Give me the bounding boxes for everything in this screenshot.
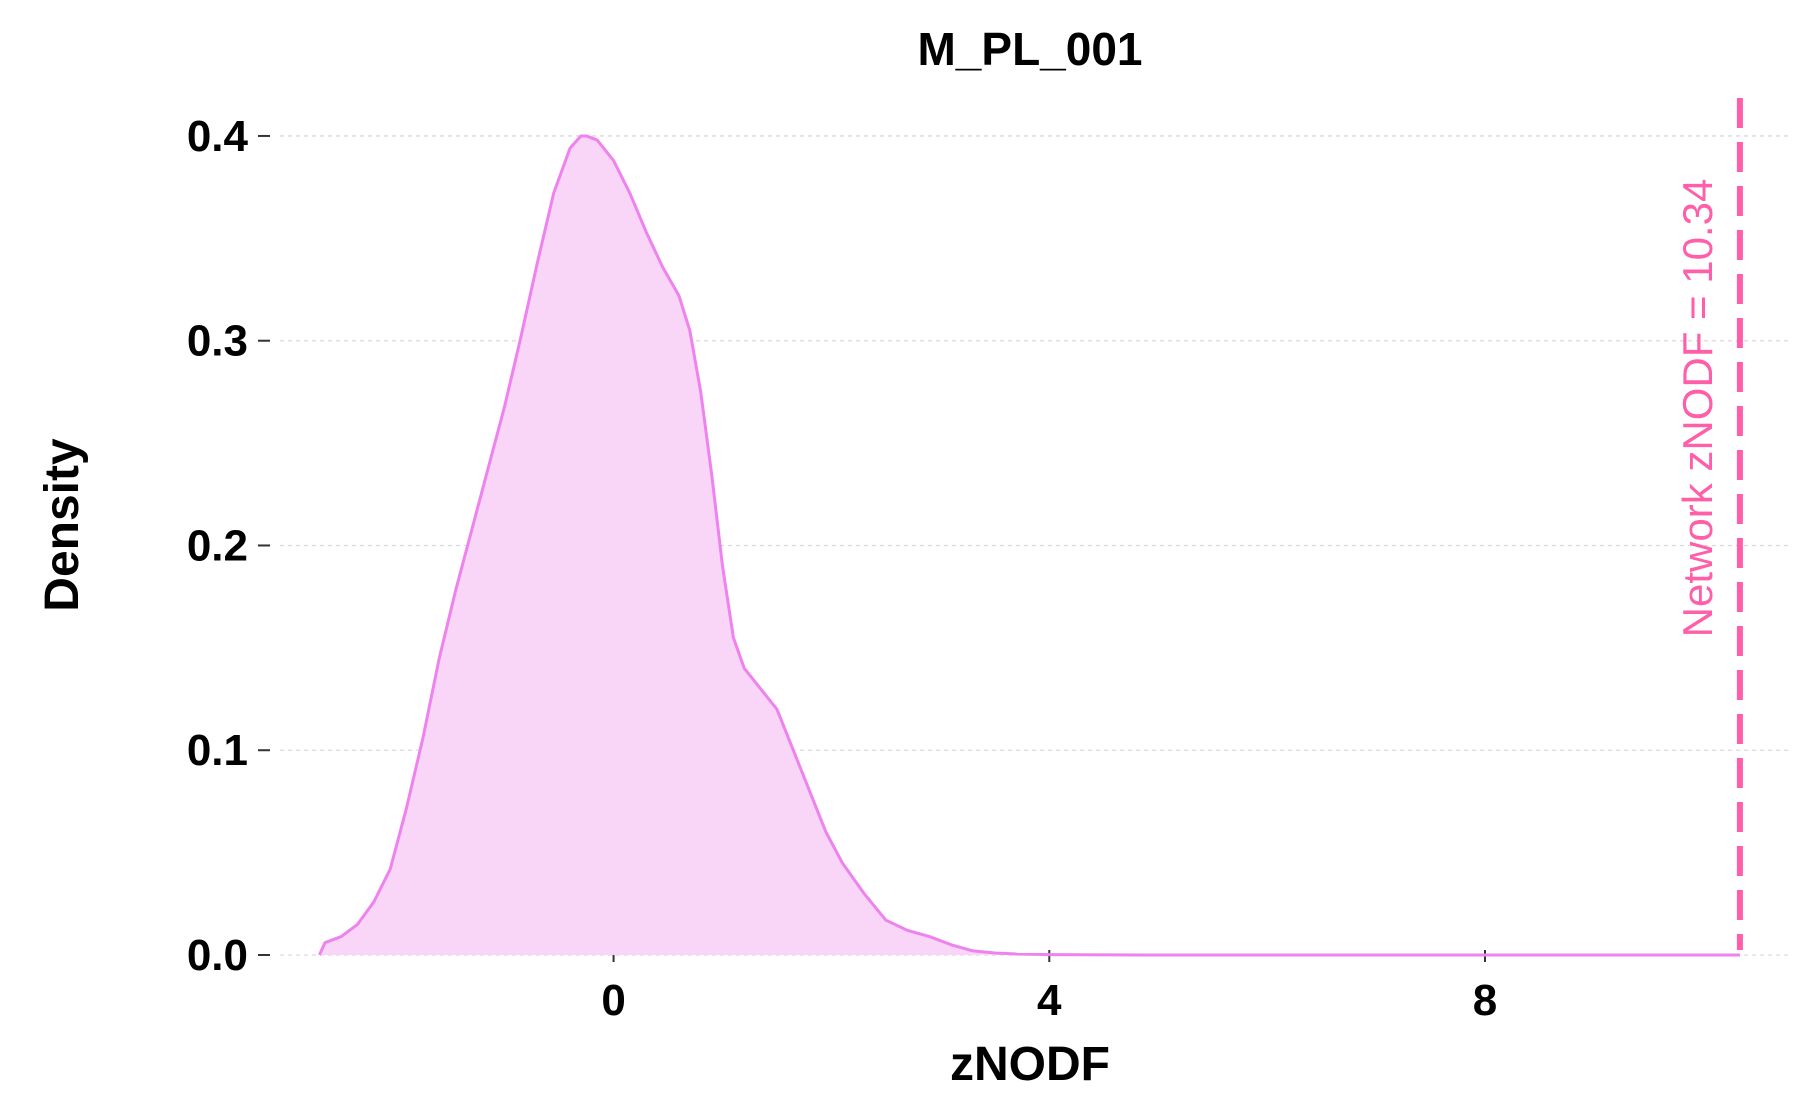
y-tick-label: 0.0: [187, 931, 248, 980]
chart-title: M_PL_001: [917, 23, 1142, 75]
network-znodf-label: Network zNODF = 10.34: [1674, 179, 1721, 638]
density-area: [319, 135, 1740, 955]
y-tick-label: 0.1: [187, 726, 248, 775]
y-axis-title: Density: [36, 438, 89, 612]
y-tick-label: 0.2: [187, 521, 248, 570]
x-tick-label: 4: [1037, 976, 1062, 1025]
y-axis: 0.0 0.1 0.2 0.3 0.4: [187, 112, 270, 980]
x-tick-label: 0: [601, 976, 625, 1025]
x-axis: 0 4 8: [601, 950, 1497, 1025]
x-axis-title: zNODF: [950, 1038, 1110, 1091]
y-tick-label: 0.4: [187, 112, 249, 161]
y-tick-label: 0.3: [187, 317, 248, 366]
x-tick-label: 8: [1473, 976, 1497, 1025]
density-line: [318, 134, 1740, 957]
